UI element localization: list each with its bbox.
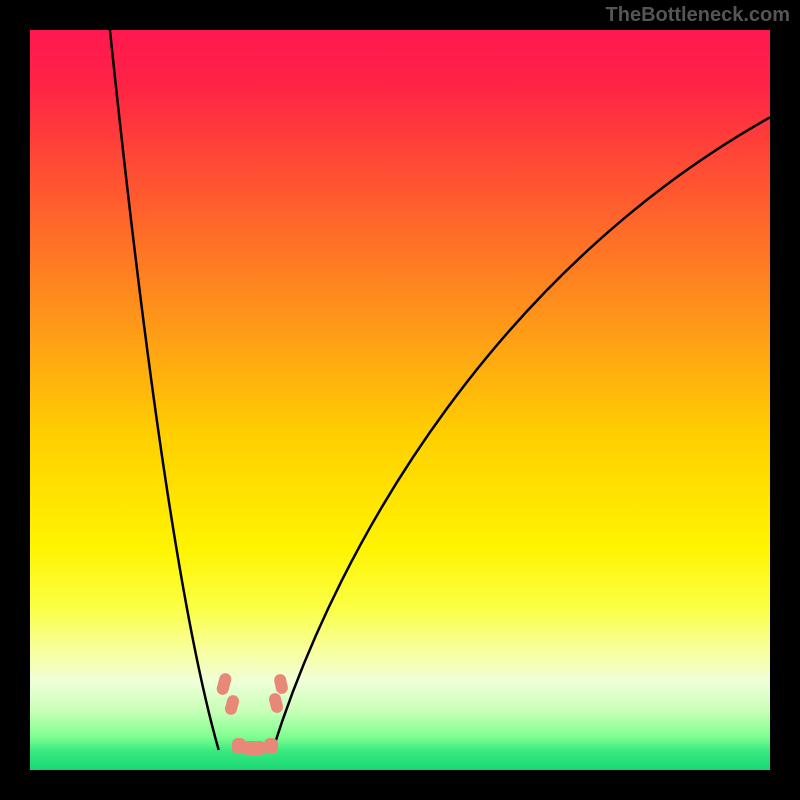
data-marker: [224, 694, 241, 716]
markers-layer: [30, 30, 770, 770]
data-marker: [242, 741, 266, 755]
data-marker: [267, 692, 283, 714]
data-marker: [264, 738, 278, 754]
data-marker: [273, 673, 289, 695]
watermark-text: TheBottleneck.com: [606, 4, 790, 27]
chart-plot-area: [30, 30, 770, 770]
data-marker: [215, 672, 232, 696]
